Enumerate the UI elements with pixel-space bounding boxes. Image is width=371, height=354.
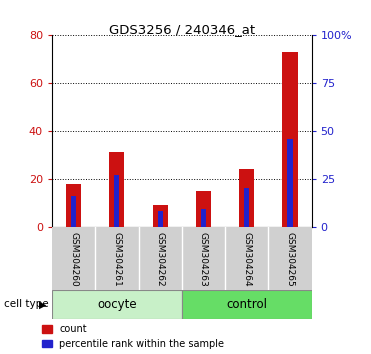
Bar — [158, 211, 163, 227]
Text: ▶: ▶ — [39, 300, 46, 310]
Bar — [282, 52, 298, 227]
Bar — [182, 290, 312, 319]
Text: cell type: cell type — [4, 299, 48, 309]
Bar — [52, 290, 182, 319]
Text: oocyte: oocyte — [97, 298, 137, 311]
Bar — [196, 191, 211, 227]
Text: GSM304265: GSM304265 — [286, 232, 295, 286]
Bar — [109, 153, 124, 227]
Bar — [288, 139, 293, 227]
Text: control: control — [226, 298, 267, 311]
Bar — [114, 175, 119, 227]
Legend: count, percentile rank within the sample: count, percentile rank within the sample — [42, 324, 224, 349]
Text: GSM304264: GSM304264 — [242, 232, 251, 286]
Text: GSM304262: GSM304262 — [156, 232, 165, 286]
Text: GSM304260: GSM304260 — [69, 232, 78, 286]
Bar — [71, 196, 76, 227]
Bar — [239, 169, 254, 227]
Text: GDS3256 / 240346_at: GDS3256 / 240346_at — [109, 23, 255, 36]
Bar — [66, 183, 81, 227]
Bar — [152, 205, 168, 227]
Bar — [201, 209, 206, 227]
Text: GSM304263: GSM304263 — [199, 232, 208, 286]
Bar — [244, 188, 249, 227]
Text: GSM304261: GSM304261 — [112, 232, 121, 286]
